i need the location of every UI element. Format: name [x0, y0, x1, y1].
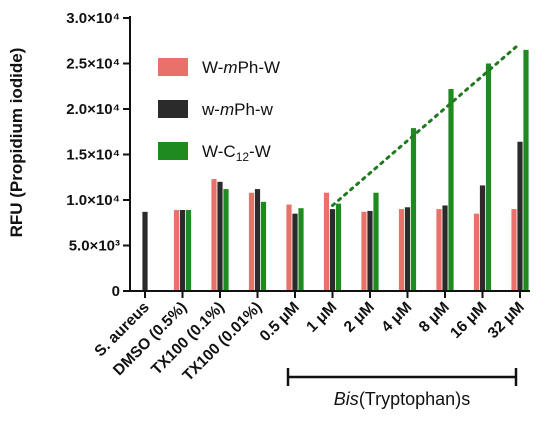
bracket-label: Bis(Tryptophan)s: [334, 389, 470, 409]
bar-1-6: [323, 192, 330, 291]
bar-3-4: [260, 201, 267, 291]
y-tick-label: 2.0×10⁴: [66, 101, 120, 118]
x-tick-label: 1 μM: [303, 299, 340, 336]
bar-2-4: [254, 189, 261, 291]
bar-3-3: [223, 189, 229, 291]
bar-1-8: [398, 209, 405, 291]
bar-2-3: [217, 181, 223, 291]
bar-2-7: [367, 210, 373, 291]
bar-1-7: [361, 211, 367, 291]
bar-1-11: [511, 209, 517, 291]
bar-3-2: [185, 210, 192, 291]
bar-2-11: [517, 141, 523, 291]
bar-3-5: [298, 208, 304, 291]
x-tick-label: 4 μM: [378, 299, 415, 336]
legend-swatch: [158, 100, 188, 118]
bar-3-10: [485, 63, 492, 291]
bar-1-10: [473, 213, 480, 291]
bar-2-10: [479, 185, 486, 291]
bar-1-9: [436, 209, 442, 291]
bar-2-2: [179, 210, 186, 291]
x-tick-label: 16 μM: [447, 299, 490, 342]
y-tick-label: 1.5×10⁴: [66, 147, 120, 164]
bar-2-1: [142, 211, 148, 291]
x-tick-label: 2 μM: [341, 299, 378, 336]
legend: W-mPh-W w-mPh-w W-C12-W: [158, 58, 280, 164]
legend-label: W-mPh-W: [202, 58, 280, 77]
x-tick-label: 0.5 μM: [257, 299, 303, 345]
bar-3-6: [335, 203, 342, 291]
x-tick-label: 32 μM: [485, 299, 528, 342]
bars: [142, 49, 529, 291]
bar-2-9: [442, 205, 448, 291]
trendline: [331, 41, 522, 207]
bar-3-7: [373, 192, 379, 291]
bar-3-8: [410, 128, 417, 291]
y-axis-label: RFU (Propidium iodide): [7, 48, 26, 238]
y-tick-label: 0: [112, 283, 120, 300]
y-tick-label: 5.0×10³: [69, 238, 120, 255]
bar-1-3: [211, 179, 217, 291]
bar-2-5: [292, 213, 298, 291]
legend-label: w-mPh-w: [201, 100, 274, 119]
bar-1-4: [248, 192, 255, 291]
bar-2-8: [404, 207, 411, 291]
bar-3-11: [523, 49, 529, 291]
legend-swatch: [158, 58, 188, 76]
bar-1-5: [286, 204, 292, 291]
y-tick-label: 2.5×10⁴: [66, 56, 120, 73]
bar-3-9: [448, 88, 454, 291]
bis-tryptophan-bracket: Bis(Tryptophan)s: [286, 368, 518, 409]
y-axis: 0 5.0×10³ 1.0×10⁴ 1.5×10⁴ 2.0×10⁴ 2.5×10⁴ 3.0×…: [66, 10, 131, 300]
bar-1-2: [173, 210, 180, 291]
legend-label: W-C12-W: [202, 142, 271, 164]
legend-swatch: [158, 142, 188, 160]
bar-2-6: [329, 209, 336, 291]
trendline: [331, 41, 522, 207]
y-tick-label: 3.0×10⁴: [66, 10, 120, 27]
y-tick-label: 1.0×10⁴: [66, 192, 120, 209]
